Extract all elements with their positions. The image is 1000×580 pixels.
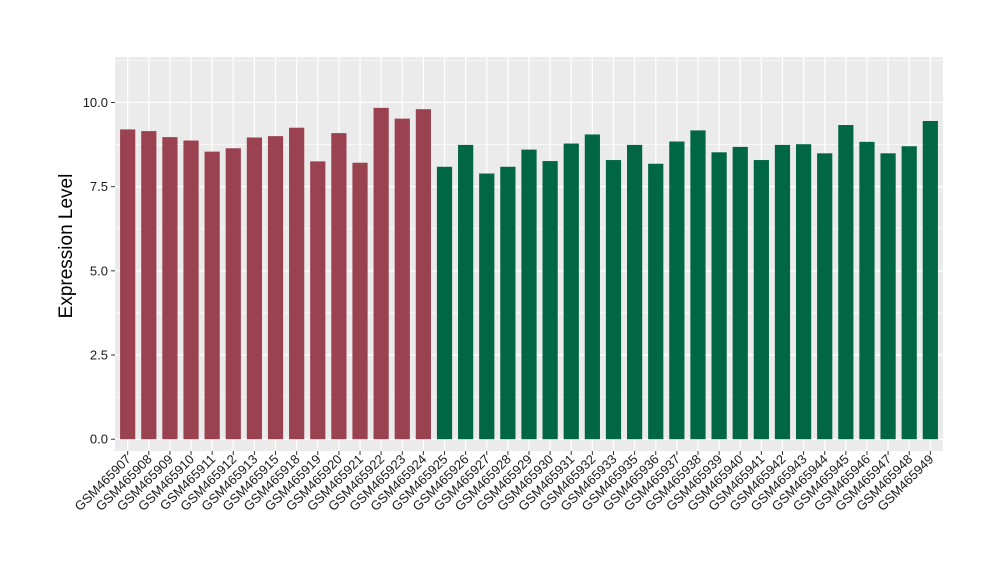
bar-GSM465909	[162, 137, 178, 440]
bar-GSM465933	[605, 160, 622, 440]
x-axis: GSM465907GSM465908GSM465909GSM465910GSM4…	[72, 451, 936, 514]
bar-GSM465947	[880, 153, 896, 440]
y-tick-label: 5.0	[90, 263, 108, 278]
bar-GSM465907	[120, 129, 136, 440]
bar-GSM465910	[183, 140, 199, 440]
bar-GSM465936	[648, 163, 664, 440]
bar-GSM465928	[500, 166, 516, 440]
y-tick-label: 10.0	[83, 95, 108, 110]
bar-GSM465925	[436, 166, 453, 440]
bar-GSM465931	[563, 143, 579, 440]
bar-GSM465918	[289, 127, 305, 440]
bar-GSM465913	[246, 137, 263, 440]
y-tick-label: 0.0	[90, 432, 108, 447]
bar-GSM465922	[373, 107, 389, 440]
bar-GSM465938	[690, 130, 706, 440]
bar-GSM465949	[922, 120, 938, 440]
bar-GSM465939	[711, 152, 727, 440]
bar-GSM465941	[753, 160, 769, 440]
bar-GSM465942	[774, 144, 791, 440]
bar-GSM465943	[795, 144, 812, 440]
bar-GSM465927	[479, 173, 495, 440]
bar-GSM465911	[204, 151, 220, 440]
bar-GSM465948	[901, 146, 917, 440]
bar-GSM465930	[542, 161, 558, 440]
bar-GSM465919	[310, 161, 326, 440]
bar-GSM465932	[584, 134, 600, 440]
bar-GSM465946	[859, 141, 875, 440]
bar-GSM465945	[838, 125, 854, 440]
bar-GSM465908	[141, 131, 157, 440]
y-tick-label: 2.5	[90, 348, 108, 363]
bar-GSM465921	[352, 162, 368, 440]
bar-GSM465920	[331, 133, 347, 440]
bar-GSM465912	[225, 148, 241, 440]
bar-GSM465937	[669, 141, 685, 440]
bar-GSM465929	[521, 149, 537, 440]
y-tick-label: 7.5	[90, 179, 108, 194]
bar-GSM465924	[415, 109, 431, 440]
bar-GSM465923	[394, 118, 410, 440]
bar-GSM465935	[627, 144, 643, 440]
bars	[120, 107, 938, 440]
bar-GSM465940	[732, 146, 748, 440]
y-axis: 0.0 2.5 5.0 7.5 10.0	[83, 95, 115, 447]
bar-GSM465944	[817, 153, 833, 440]
bar-GSM465915	[267, 136, 284, 440]
bar-GSM465926	[458, 144, 474, 440]
y-axis-title: Expression Level	[56, 174, 77, 319]
